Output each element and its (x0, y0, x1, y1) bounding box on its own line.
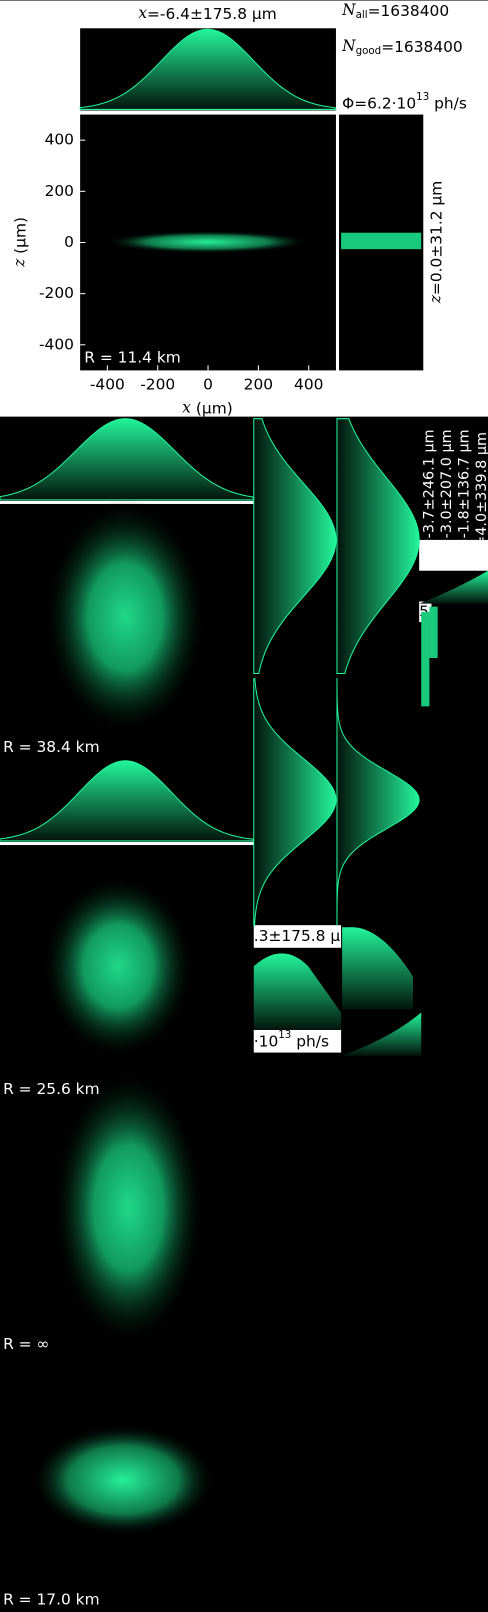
x-tick-label: 400 (294, 375, 323, 393)
fragment: .3±175.8 μ (254, 927, 341, 945)
histogram (79, 28, 337, 110)
lower-panels: R = 38.4 km R = 25.6 km R = ∞ R = 17.0 k… (0, 498, 488, 1609)
panel-label: R = 38.4 km (3, 738, 100, 756)
symbol: x (182, 398, 191, 416)
divider (0, 841, 254, 846)
label-box (253, 1029, 342, 1053)
text: =0.0±31.2 μm (427, 181, 445, 295)
sub: all (356, 9, 368, 21)
symbol: z (11, 258, 29, 268)
histogram (253, 953, 342, 1030)
unit: ph/s (291, 1032, 329, 1050)
symbol: N (341, 37, 356, 55)
histogram (253, 678, 337, 926)
symbol: z (427, 294, 445, 304)
text: (μm) (11, 217, 29, 259)
histogram (0, 418, 255, 501)
text: =1638400 (381, 37, 463, 55)
side-profile (341, 232, 422, 250)
y-tick-label: -400 (39, 335, 74, 353)
beam-spot (41, 873, 196, 1059)
text: Φ=6.2·10 (342, 94, 416, 112)
panel-label: R = ∞ (3, 1335, 49, 1353)
beam-spot (51, 1069, 206, 1347)
x-tick-label: -200 (140, 375, 175, 393)
label-box (419, 539, 488, 571)
n-good: Ngood=1638400 (341, 37, 463, 57)
beam-spot (43, 498, 208, 736)
x-tick-label: -400 (90, 375, 125, 393)
symbol: x (138, 4, 147, 22)
histogram (336, 678, 420, 926)
histogram (253, 418, 337, 674)
panel-label: R = 25.6 km (3, 1080, 100, 1098)
beam-spot (30, 1423, 216, 1537)
side-label: z=0.0±31.2 μm (427, 181, 446, 304)
histogram (342, 1012, 422, 1056)
side-label: z=-1.8±136.7 μm (456, 429, 472, 558)
x-tick-label: 0 (203, 375, 213, 393)
side-label: z=-3.7±246.1 μm (421, 429, 437, 558)
histogram (419, 570, 488, 604)
y-tick-label: 200 (45, 182, 74, 200)
side-profile (421, 611, 430, 707)
y-tick-label: -200 (39, 284, 74, 302)
unit: ph/s (429, 94, 467, 112)
side-label: z=4.0±339.8 μm (474, 432, 488, 555)
beam-spot (104, 230, 311, 254)
title: x=-6.4±175.8 μm (138, 4, 276, 23)
histogram (336, 418, 420, 674)
exp: 13 (278, 1029, 291, 1041)
y-label: z (μm) (11, 217, 30, 268)
label-box (253, 925, 342, 948)
text: =-6.4±175.8 μm (147, 4, 277, 22)
x-tick-label: 200 (244, 375, 273, 393)
flux: Φ=6.2·1013 ph/s (342, 91, 467, 112)
histogram (342, 927, 414, 1010)
side-label: z=-3.0±207.0 μm (439, 429, 455, 558)
text: (μm) (191, 399, 233, 417)
y-tick-label: 0 (64, 233, 74, 251)
fragment: ·1013 ph/s (254, 1029, 329, 1050)
text: ·10 (254, 1032, 279, 1050)
panel-label: R = 17.0 km (3, 1591, 100, 1609)
sub: good (356, 45, 382, 57)
histogram (0, 760, 255, 842)
side-profile (429, 606, 438, 659)
symbol: N (341, 1, 356, 19)
annotation: R = 11.4 km (84, 349, 181, 367)
y-tick-label: 400 (45, 131, 74, 149)
x-label: x (μm) (182, 398, 232, 417)
text: =1638400 (368, 1, 450, 19)
n-all: Nall=1638400 (341, 1, 449, 21)
exp: 13 (416, 91, 429, 103)
fragment: 5 (419, 602, 429, 620)
